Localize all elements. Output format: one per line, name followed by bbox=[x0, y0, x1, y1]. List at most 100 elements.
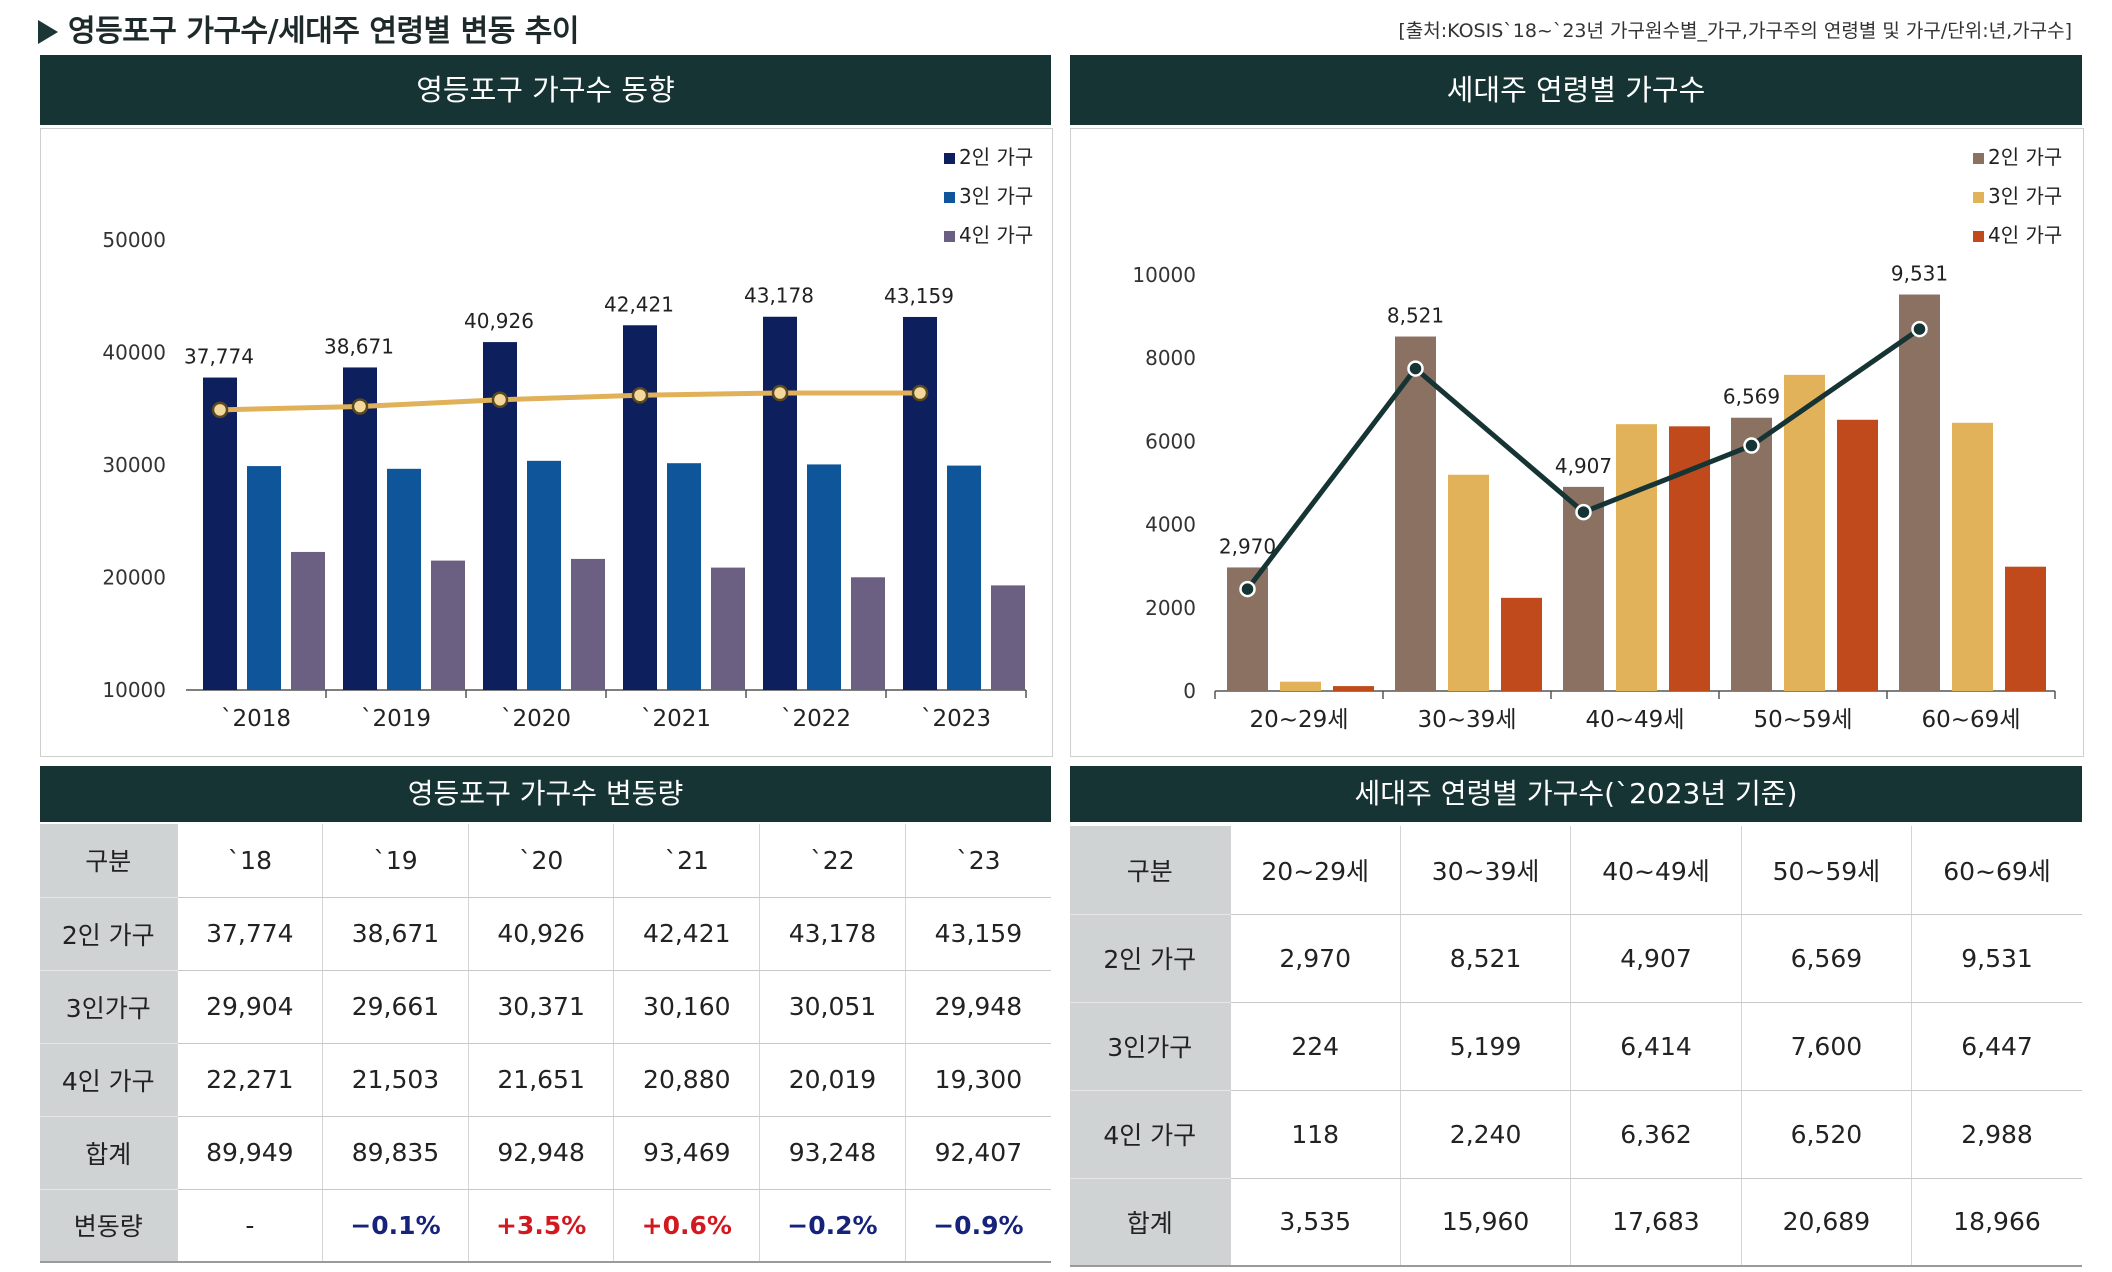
right-table-header: 세대주 연령별 가구수(`2023년 기준) bbox=[1070, 766, 2082, 822]
x-category-label: 30~39세 bbox=[1418, 707, 1517, 733]
row-label-cell: 4인 가구 bbox=[1070, 1090, 1230, 1179]
table-cell: 15,960 bbox=[1399, 1178, 1571, 1267]
household-change-table: 구분 `18 `19 `20 `21 `22 `23 2인 가구 37,774 38,671 40,… bbox=[40, 824, 1051, 1263]
table-cell: 43,178 bbox=[759, 897, 906, 971]
trend-point bbox=[211, 401, 229, 419]
table-cell: `23 bbox=[904, 824, 1051, 898]
table-cell: 89,949 bbox=[176, 1116, 323, 1190]
x-category-label: `2022 bbox=[781, 706, 851, 732]
age-group-chart: 0 2000 4000 6000 8000 10000 2,970 20~29세 8,521 30… bbox=[1132, 145, 2062, 733]
left-table-header: 영등포구 가구수 변동량 bbox=[40, 766, 1051, 822]
table-cell: 30~39세 bbox=[1399, 826, 1571, 915]
bar-4-person bbox=[2005, 566, 2046, 691]
table-cell: 6,569 bbox=[1740, 914, 1912, 1003]
bar-3-person bbox=[1784, 374, 1825, 691]
data-label: 37,774 bbox=[184, 345, 254, 369]
table-row: 4인 가구 118 2,240 6,362 6,520 2,988 bbox=[1070, 1090, 2082, 1179]
y-tick-label: 50000 bbox=[102, 228, 166, 252]
x-category-label: 20~29세 bbox=[1250, 707, 1349, 733]
trend-point bbox=[1743, 437, 1760, 454]
table-cell: 4,907 bbox=[1570, 914, 1742, 1003]
right-chart-header: 세대주 연령별 가구수 bbox=[1070, 55, 2082, 125]
table-cell: +0.6% bbox=[613, 1189, 760, 1263]
bar-2-person bbox=[1731, 417, 1772, 691]
data-label: 40,926 bbox=[464, 309, 534, 333]
table-cell: 92,948 bbox=[467, 1116, 614, 1190]
legend-swatch bbox=[1973, 153, 1984, 164]
bar-4-person bbox=[571, 558, 605, 690]
legend-label: 3인 가구 bbox=[1988, 184, 2062, 208]
table-cell: 6,447 bbox=[1911, 1002, 2082, 1091]
table-cell: `22 bbox=[759, 824, 906, 898]
data-label: 42,421 bbox=[604, 292, 674, 316]
bar-4-person bbox=[1837, 419, 1878, 691]
legend-swatch bbox=[944, 153, 955, 164]
table-cell: - bbox=[176, 1189, 323, 1263]
bar-3-person bbox=[667, 463, 701, 690]
data-label: 2,970 bbox=[1219, 534, 1276, 558]
table-cell: 30,051 bbox=[759, 970, 906, 1044]
row-label-cell: 2인 가구 bbox=[1070, 914, 1230, 1003]
x-category-label: 60~69세 bbox=[1922, 707, 2021, 733]
bar-3-person bbox=[1616, 424, 1657, 691]
source-note: [출처:KOSIS`18~`23년 가구원수별_가구,가구주의 연령별 및 가구… bbox=[1398, 20, 2072, 42]
legend-swatch bbox=[944, 231, 955, 242]
trend-point bbox=[1239, 580, 1256, 598]
x-category-label: 40~49세 bbox=[1586, 707, 1685, 733]
trend-point bbox=[911, 384, 929, 402]
table-cell: 38,671 bbox=[322, 897, 469, 971]
bar-2-person bbox=[1899, 294, 1940, 691]
table-cell: 60~69세 bbox=[1911, 826, 2082, 915]
table-cell: 118 bbox=[1229, 1090, 1401, 1179]
bar-2-person bbox=[623, 325, 657, 690]
table-row: 3인가구 224 5,199 6,414 7,600 6,447 bbox=[1070, 1002, 2082, 1091]
y-tick-label: 2000 bbox=[1145, 596, 1196, 620]
table-row: 변동량 - −0.1% +3.5% +0.6% −0.2% −0.9% bbox=[40, 1189, 1051, 1263]
table-cell: 17,683 bbox=[1570, 1178, 1742, 1267]
row-label-cell: 구분 bbox=[40, 824, 177, 898]
table-cell: 20,019 bbox=[759, 1043, 906, 1117]
trend-line bbox=[219, 390, 920, 413]
legend-label: 4인 가구 bbox=[1988, 223, 2062, 247]
table-cell: `19 bbox=[322, 824, 469, 898]
bar-4-person bbox=[851, 577, 885, 690]
trend-point bbox=[771, 384, 789, 402]
table-cell: 224 bbox=[1229, 1002, 1401, 1091]
legend-label: 2인 가구 bbox=[1988, 145, 2062, 169]
table-cell: `21 bbox=[613, 824, 760, 898]
table-cell: 21,651 bbox=[467, 1043, 614, 1117]
data-label: 38,671 bbox=[324, 334, 394, 358]
table-row: 합계 3,535 15,960 17,683 20,689 18,966 bbox=[1070, 1178, 2082, 1267]
table-cell: `20 bbox=[467, 824, 614, 898]
table-cell: 6,414 bbox=[1570, 1002, 1742, 1091]
y-tick-label: 10000 bbox=[102, 678, 166, 702]
x-category-label: 50~59세 bbox=[1754, 707, 1853, 733]
x-category-label: `2019 bbox=[361, 706, 431, 732]
table-cell: 9,531 bbox=[1911, 914, 2082, 1003]
y-tick-label: 10000 bbox=[1132, 263, 1196, 287]
bar-4-person bbox=[711, 567, 745, 690]
trend-point bbox=[1575, 503, 1592, 521]
table-cell: 22,271 bbox=[176, 1043, 323, 1117]
table-cell: 20~29세 bbox=[1229, 826, 1401, 915]
table-cell: `18 bbox=[176, 824, 323, 898]
row-label-cell: 변동량 bbox=[40, 1189, 177, 1263]
table-cell: 5,199 bbox=[1399, 1002, 1571, 1091]
legend-swatch bbox=[1973, 231, 1984, 242]
row-label-cell: 구분 bbox=[1070, 826, 1230, 915]
row-label-cell: 합계 bbox=[40, 1116, 177, 1190]
play-arrow-icon bbox=[38, 20, 58, 44]
bar-2-person bbox=[343, 367, 377, 690]
table-cell: −0.1% bbox=[322, 1189, 469, 1263]
table-cell: 37,774 bbox=[176, 897, 323, 971]
table-cell: 29,661 bbox=[322, 970, 469, 1044]
table-cell: 8,521 bbox=[1399, 914, 1571, 1003]
data-label: 6,569 bbox=[1723, 385, 1780, 409]
bar-2-person bbox=[1563, 486, 1604, 691]
table-cell: 89,835 bbox=[322, 1116, 469, 1190]
table-cell: 6,520 bbox=[1740, 1090, 1912, 1179]
table-cell: 93,248 bbox=[759, 1116, 906, 1190]
table-cell: −0.9% bbox=[904, 1189, 1051, 1263]
bar-4-person bbox=[991, 585, 1025, 690]
trend-point bbox=[631, 387, 649, 404]
